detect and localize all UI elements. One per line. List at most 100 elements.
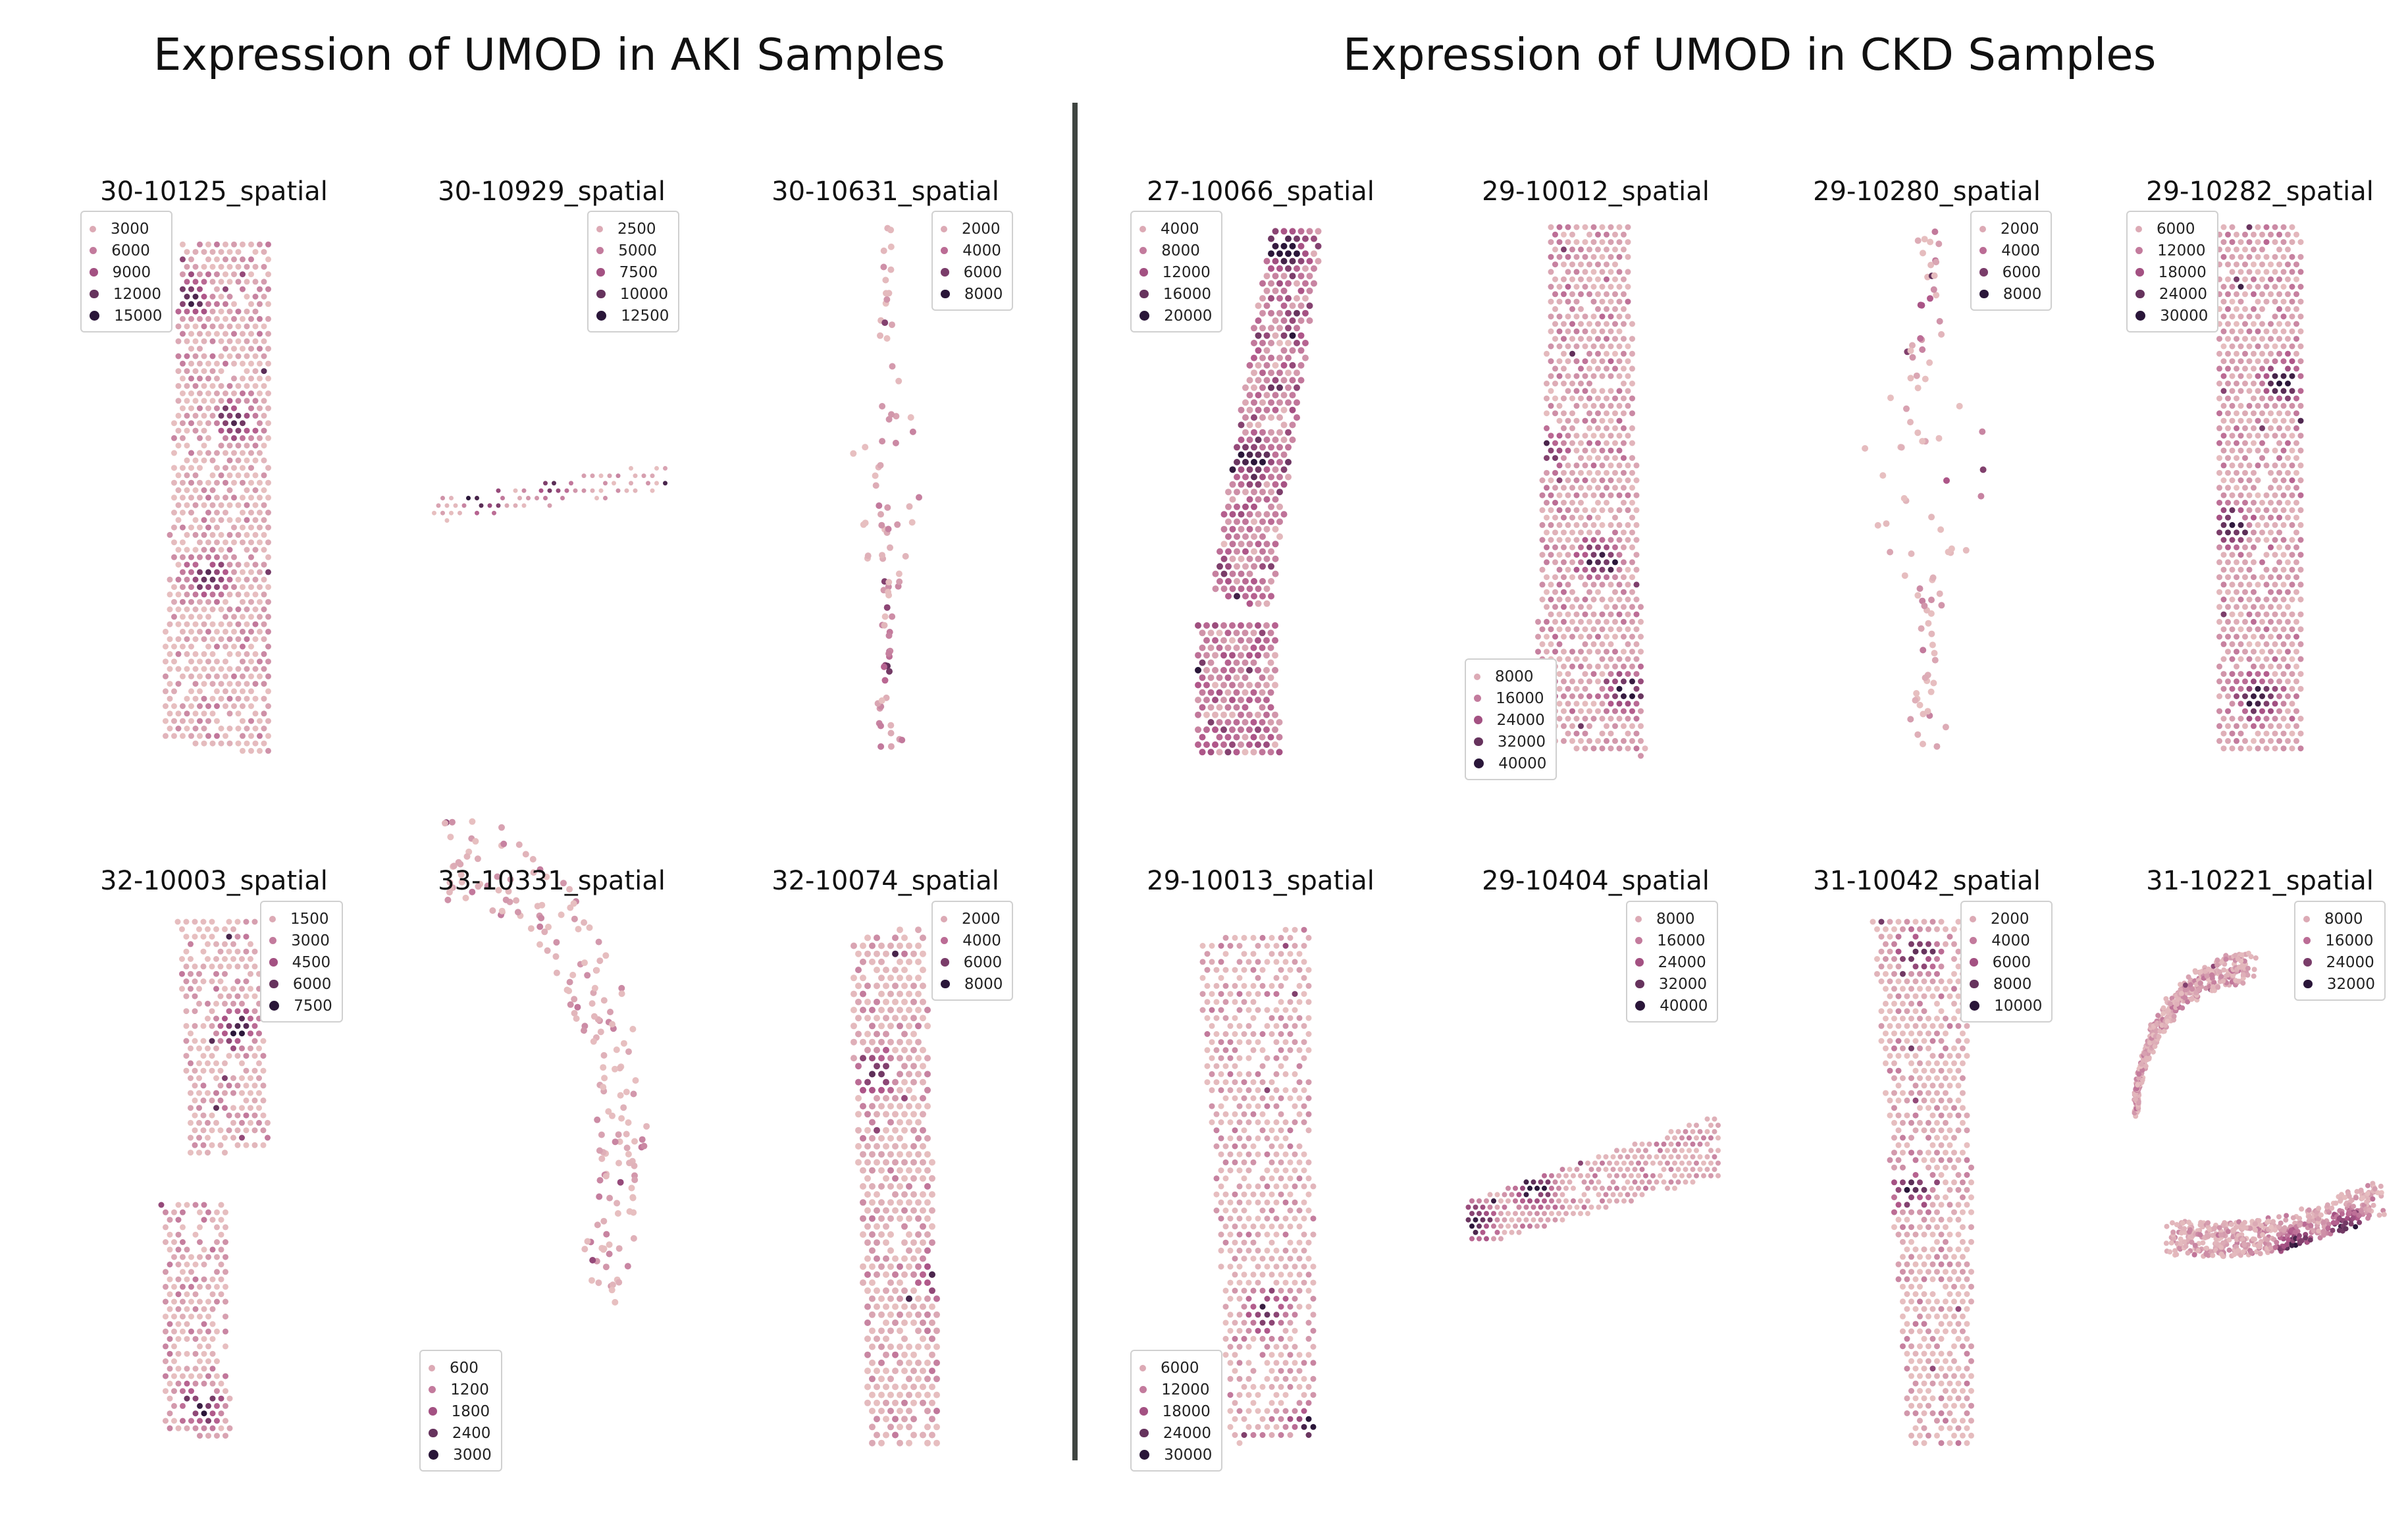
spot (180, 1418, 186, 1424)
spot (2220, 537, 2227, 543)
spot (197, 628, 203, 635)
spot (239, 1075, 245, 1081)
spot (889, 321, 895, 329)
spot (1227, 1023, 1234, 1029)
spot (1282, 1312, 1289, 1318)
spot (920, 1271, 926, 1278)
spot (1638, 649, 1644, 655)
spot (213, 956, 219, 962)
spot (617, 1179, 624, 1186)
spot (1469, 1211, 1475, 1217)
spot (230, 926, 236, 932)
spot (1278, 1416, 1284, 1422)
spot (244, 472, 250, 479)
spot (244, 726, 250, 731)
spot (222, 941, 228, 947)
spot (244, 621, 250, 627)
spot (1242, 518, 1249, 525)
spot (2229, 402, 2236, 409)
spot (901, 1351, 908, 1358)
spot (571, 996, 578, 1003)
spot (2293, 410, 2299, 417)
spot (1305, 1256, 1312, 1262)
spot (915, 1167, 922, 1174)
spot (887, 1327, 894, 1335)
spot (234, 1127, 241, 1134)
spot (222, 703, 228, 709)
spot (1552, 276, 1558, 282)
spot (214, 658, 220, 665)
spot (240, 598, 246, 605)
spot (1225, 593, 1232, 600)
spot (1592, 1185, 1598, 1191)
spot (1218, 1039, 1224, 1046)
spot (1582, 685, 1588, 692)
spot (214, 628, 220, 635)
spot (1687, 1173, 1692, 1179)
spot (175, 427, 182, 434)
spot (257, 420, 263, 427)
spot (175, 1380, 182, 1387)
spot (915, 1247, 922, 1254)
spot (171, 479, 177, 486)
spot (1222, 1143, 1229, 1150)
spot (1273, 959, 1280, 965)
spot (1599, 730, 1606, 737)
spot (1276, 733, 1283, 741)
spot (553, 969, 560, 976)
spot (1556, 328, 1563, 334)
spot (449, 496, 454, 500)
spot (257, 286, 263, 292)
spot (196, 986, 202, 992)
spot (1250, 1015, 1257, 1021)
spot (1480, 1229, 1486, 1235)
spot (883, 1431, 889, 1439)
spot (901, 1287, 908, 1294)
spot (1199, 689, 1206, 696)
spot (860, 521, 867, 528)
spot (1264, 1103, 1270, 1109)
spot (1273, 1151, 1280, 1157)
spot (1683, 1129, 1688, 1134)
spot (1255, 726, 1261, 733)
spot (239, 956, 245, 962)
spot (1282, 1231, 1289, 1238)
spot (1250, 999, 1257, 1005)
spot (205, 673, 211, 679)
spot (2220, 402, 2227, 409)
spot (1301, 1119, 1307, 1125)
spot (2255, 537, 2261, 543)
spot (188, 584, 194, 591)
spot (924, 1311, 931, 1318)
spot (1272, 525, 1279, 533)
spot (214, 1209, 220, 1215)
spot (1590, 224, 1597, 230)
spot (231, 315, 237, 322)
spot (183, 934, 190, 940)
spot (1604, 440, 1610, 446)
spot (226, 1008, 232, 1015)
spot (1604, 678, 1610, 685)
spot (205, 1045, 211, 1051)
spot (1604, 723, 1610, 730)
spot (1255, 332, 1262, 339)
spot (2297, 641, 2304, 647)
spot (163, 1298, 169, 1305)
spot (1569, 678, 1575, 685)
spot (1883, 986, 1889, 992)
spot (1612, 649, 1618, 655)
spot (197, 1433, 203, 1439)
spot (2280, 716, 2287, 722)
spot (1542, 1185, 1547, 1191)
spot (1539, 597, 1546, 602)
spot (184, 487, 190, 493)
spot (1272, 511, 1279, 518)
spot (1245, 1183, 1252, 1190)
spot (1585, 1185, 1590, 1191)
spot (2293, 589, 2299, 595)
spot (209, 279, 216, 285)
spot (920, 1303, 926, 1310)
spot (2242, 261, 2248, 268)
spot (209, 681, 216, 687)
spot (2280, 417, 2287, 424)
